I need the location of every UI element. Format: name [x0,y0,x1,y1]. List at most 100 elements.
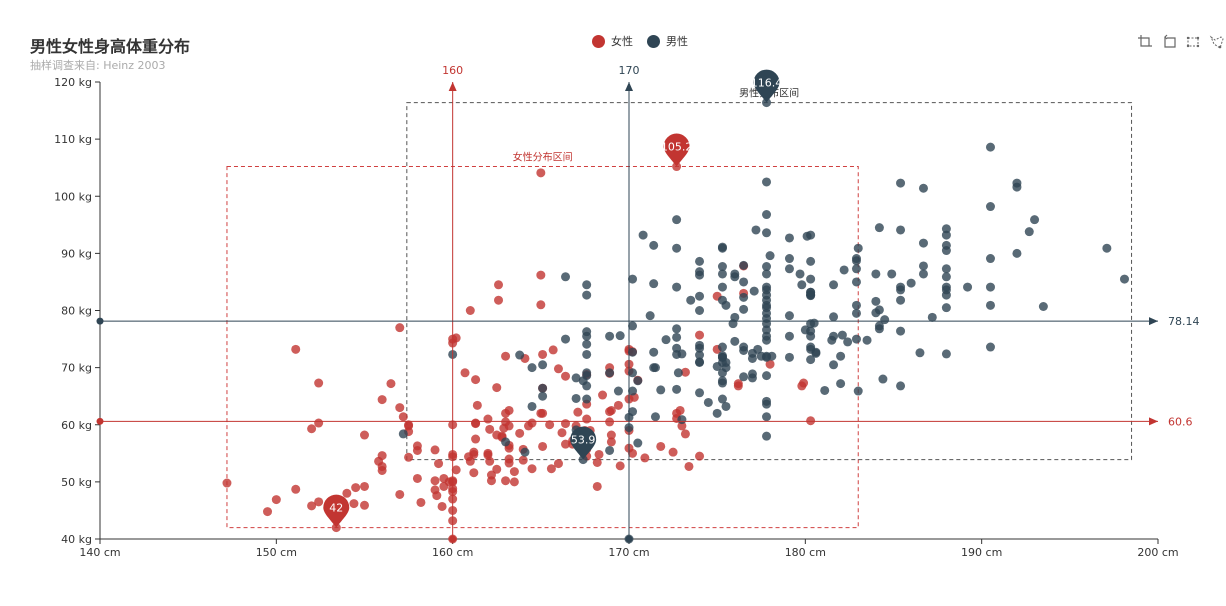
zoom-icon[interactable] [1137,34,1153,50]
female-point [509,477,519,487]
rect-select-icon[interactable] [1185,34,1201,50]
male-point [695,350,705,360]
female-point [492,383,502,393]
male-point [672,324,682,334]
female-point [437,501,447,511]
male-mean-label-x: 170 [619,64,640,77]
female-point [471,375,481,385]
male-point [695,357,705,367]
male-point [918,183,928,193]
male-point [871,296,881,306]
female-point [546,464,556,474]
male-point [851,308,861,318]
female-mark-pin [663,133,690,167]
female-point [395,323,405,333]
male-point [762,371,772,381]
male-point [538,360,548,370]
female-point [486,470,496,480]
female-point [523,421,533,431]
female-point [263,507,273,517]
male-point [571,373,581,383]
female-point [395,489,405,499]
male-point [784,264,794,274]
male-point [649,363,659,373]
male-mean-line-x-arrow [625,82,633,91]
x-tick-label: 140 cm [79,546,120,559]
female-point [677,421,687,431]
male-point [717,342,727,352]
female-point [271,495,281,505]
female-point [680,429,690,439]
female-point [342,488,352,498]
male-point [582,368,592,378]
y-tick-label: 40 kg [61,533,92,546]
male-point [806,287,816,297]
male-point [820,385,830,395]
male-point [582,381,592,391]
male-point [762,331,772,341]
male-point [941,272,951,282]
male-point [520,447,530,457]
y-tick-label: 50 kg [61,476,92,489]
female-point [465,306,475,315]
male-point [915,348,925,358]
female-point [518,455,528,465]
zoom-reset-icon[interactable] [1161,34,1177,50]
legend-item-female[interactable]: 女性 [592,33,633,49]
male-point [851,334,861,344]
male-point [717,242,727,252]
male-point [613,386,623,396]
female-mean-label-x: 160 [442,64,463,77]
female-point [377,451,387,461]
female-point [471,434,481,444]
male-point [739,372,749,382]
male-point [645,311,655,321]
female-mark-pin-label: 42 [329,502,343,515]
lasso-select-icon[interactable] [1209,34,1225,50]
female-point [351,483,361,493]
female-point [430,445,440,455]
male-point [906,278,916,288]
x-tick-label: 190 cm [961,546,1002,559]
male-point [605,331,615,341]
female-point [605,417,615,427]
male-point [762,351,772,361]
male-point [672,282,682,292]
female-mean-line-x-arrow [448,82,457,91]
male-point [650,412,660,422]
male-point [896,326,906,336]
female-point [314,378,324,388]
female-point [606,405,616,415]
male-point [717,357,727,367]
female-point [573,407,583,417]
female-point [501,351,511,361]
male-point [582,349,592,359]
male-point [880,315,890,325]
male-point [661,335,671,345]
toolbox [1137,34,1225,50]
legend-label-female: 女性 [611,35,633,48]
legend-item-male[interactable]: 男性 [647,33,688,49]
male-point [985,342,995,352]
male-point [851,300,861,310]
male-point [721,401,731,411]
female-point [386,379,396,389]
female-mean-line-y-start [96,417,104,425]
female-point [501,417,511,427]
male-point [656,385,666,395]
female-mean-line-y-arrow [1149,417,1158,426]
female-point [360,481,369,491]
male-point [896,285,906,295]
male-point [633,438,643,448]
male-point [649,240,659,250]
male-point [672,384,682,394]
female-point [553,459,563,469]
male-point [515,350,525,360]
male-point [851,254,861,264]
female-point [527,464,537,474]
male-point [941,264,951,274]
male-mean-line-y-start [96,317,104,325]
male-point [1012,248,1022,258]
y-tick-label: 70 kg [61,362,92,375]
female-point [483,414,493,424]
